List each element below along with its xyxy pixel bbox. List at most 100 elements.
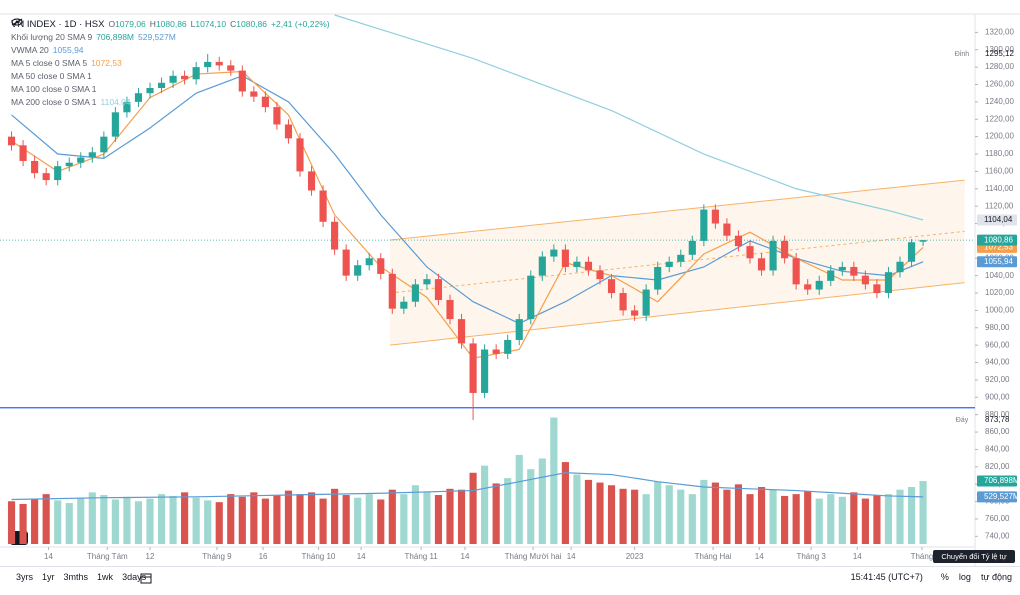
range-button[interactable]: 1yr [42,572,55,582]
x-tick-label: Tháng 11 [405,552,439,561]
candle-body [54,166,62,181]
x-tick-label: Tháng 3 [796,552,826,561]
candle-body [100,136,108,153]
legend-value: 706,898M [96,32,135,42]
volume-bar [400,494,408,544]
volume-bar [607,485,616,544]
range-button[interactable]: 3mths [63,572,89,582]
x-tick-label: 14 [357,552,366,561]
candle-body [700,209,708,241]
x-tick-label: 14 [44,552,53,561]
candle-body [838,266,846,271]
volume-bar [481,465,489,544]
candle-body [481,349,489,393]
volume-bar [804,491,812,544]
candle-body [434,279,443,300]
candle-body [377,258,385,274]
volume-bar [123,496,131,544]
range-button[interactable]: 3yrs [16,572,34,582]
candle-body [457,319,466,344]
x-tick-label: Tháng 10 [302,552,336,561]
volume-bar [573,474,581,544]
candle-body [65,162,73,167]
price-badge-label: 1055,94 [984,257,1013,266]
candle-body [146,87,154,94]
min-marker-value: 873,78 [985,415,1010,424]
volume-ma-line [11,472,924,501]
y-tick-label: 840,00 [985,445,1010,454]
ohlc-item: C1080,86 [230,18,267,31]
legend-value: 529,527M [138,32,176,42]
scale-option[interactable]: % [940,572,949,582]
chart: 1320,00 1300,00 1280,00 1260,00 1240,00 1220,… [0,13,1020,566]
y-tick-label: 960,00 [985,340,1010,349]
y-tick-label: 880,00 [985,410,1010,419]
legend-row: VN INDEX · 1D · HSX O1079,06 H1080,86 L1074… [11,18,330,31]
candle-body [296,138,304,172]
candle-body [284,124,293,139]
volume-bar [631,489,639,544]
volume-bar [861,498,869,544]
candle-body [688,240,696,255]
y-tick-label: 1320,00 [985,27,1014,36]
price-badge [977,214,1017,226]
volume-bar [238,496,246,544]
candle-body [607,279,616,294]
range-button[interactable]: 3days [122,572,147,582]
candle-body [342,249,350,276]
y-tick-label: 1280,00 [985,62,1014,71]
price-badge [977,491,1017,503]
scale-option[interactable]: tự động [980,572,1012,582]
y-tick-label: 1020,00 [985,288,1014,297]
candle-body [896,261,904,273]
volume-bar [273,495,281,544]
volume-bar [815,498,823,544]
candle-body [411,284,419,302]
x-tick-label: Tháng 9 [202,552,232,561]
symbol: VN INDEX · 1D · HSX [11,19,105,30]
candle-body [907,242,916,262]
volume-bar [446,488,454,544]
legend-row: MA 200 close 0 SMA 1 1104,04 [11,96,330,109]
candle-body [654,266,662,290]
ohlc-value: 1074,10 [195,19,227,29]
plot: 1320,00 1300,00 1280,00 1260,00 1240,00 1220,… [0,14,1020,561]
candle-body [157,82,166,88]
calendar-icon[interactable] [140,572,152,584]
y-tick-label: 1000,00 [985,306,1014,315]
y-tick-label: 1140,00 [985,184,1014,193]
volume-bar [850,492,858,544]
volume-bar [192,497,200,544]
hidden-icon[interactable] [11,18,23,26]
candle-body [307,171,316,191]
y-tick-label: 820,00 [985,462,1010,471]
ohlc-value: 1079,06 [115,19,146,29]
candle-body [515,319,523,340]
candle-body [573,261,581,267]
legend-name: MA 100 close 0 SMA 1 [11,84,97,94]
candle-body [42,173,50,181]
volume-bar [527,469,535,544]
price-badge [977,475,1017,487]
range-button[interactable]: 1wk [97,572,114,582]
volume-bar [781,495,789,544]
x-tick-label: Tháng Hai [695,552,732,561]
candle-body [746,246,754,259]
y-tick-label: 1240,00 [985,97,1014,106]
volume-bar [261,498,269,544]
channel-upper [389,179,965,241]
volume-bar [827,494,835,544]
volume-bar [204,500,212,544]
candle-body [792,258,800,285]
scale-option[interactable]: log [958,572,971,582]
legend: VN INDEX · 1D · HSX O1079,06 H1080,86 L1074… [11,18,330,109]
time: 15:41:45 (UTC+7) [850,572,923,582]
x-tick-label: 14 [461,552,470,561]
ohlc-key: C [230,19,237,29]
volume-bar [181,492,189,544]
price-badge-label: 1104,04 [984,215,1013,224]
y-tick-label: 1180,00 [985,149,1014,158]
volume-bar [42,494,50,544]
y-tick-label: 940,00 [985,358,1010,367]
